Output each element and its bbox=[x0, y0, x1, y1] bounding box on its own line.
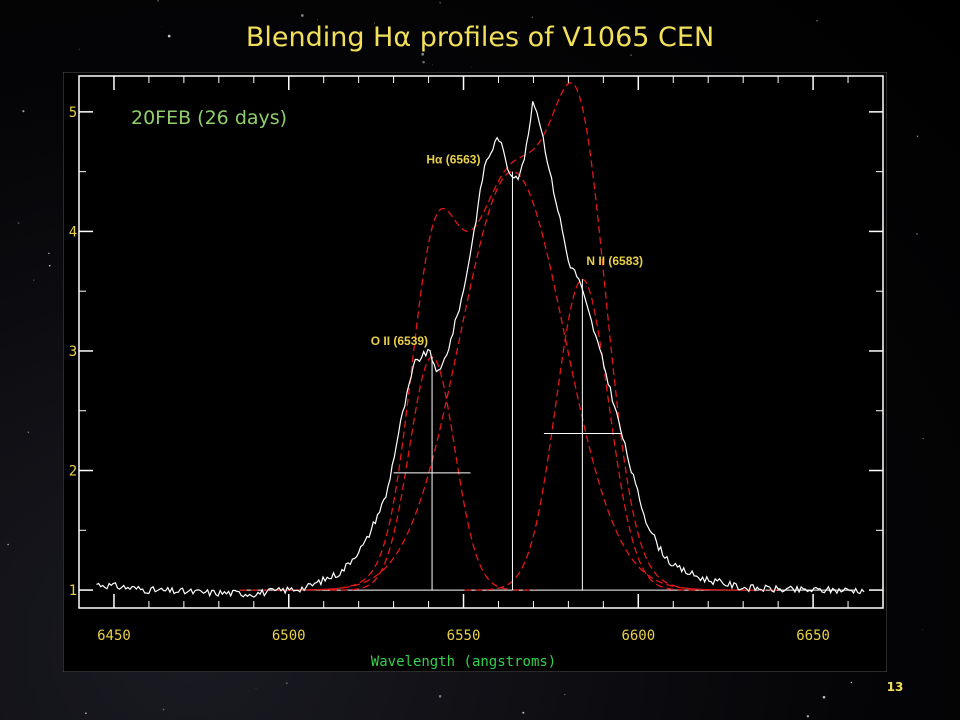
star bbox=[922, 437, 924, 440]
gaussian-component bbox=[276, 170, 749, 591]
observed-spectrum bbox=[96, 101, 865, 598]
component-label: O II (6539) bbox=[371, 334, 428, 348]
y-tick-label: 2 bbox=[69, 464, 77, 480]
x-tick-label: 6450 bbox=[97, 628, 131, 644]
plot-frame bbox=[63, 72, 887, 672]
star bbox=[850, 681, 853, 684]
star bbox=[564, 694, 566, 696]
epoch-label: 20FEB (26 days) bbox=[131, 107, 287, 129]
star bbox=[432, 64, 433, 66]
star bbox=[822, 695, 826, 699]
star bbox=[167, 34, 171, 38]
star bbox=[317, 19, 318, 21]
x-axis-label: Wavelength (angstroms) bbox=[371, 654, 556, 670]
star bbox=[422, 60, 425, 64]
star bbox=[27, 431, 30, 434]
star bbox=[816, 19, 818, 22]
component-markers bbox=[393, 171, 621, 591]
x-tick-label: 6650 bbox=[796, 628, 830, 644]
y-tick-label: 5 bbox=[69, 105, 77, 121]
star bbox=[921, 629, 923, 630]
component-label: N II (6583) bbox=[586, 254, 643, 268]
y-tick-label: 4 bbox=[69, 224, 77, 240]
star bbox=[439, 1, 442, 4]
star bbox=[17, 222, 20, 225]
star bbox=[300, 14, 304, 17]
slide-number: 13 bbox=[886, 680, 904, 694]
star bbox=[157, 0, 159, 2]
star bbox=[916, 233, 918, 235]
star bbox=[22, 110, 25, 113]
star bbox=[255, 688, 257, 689]
star bbox=[421, 52, 425, 56]
star bbox=[285, 682, 288, 685]
star bbox=[7, 543, 9, 546]
star bbox=[471, 66, 473, 68]
gaussian-sum bbox=[239, 82, 779, 591]
star bbox=[916, 135, 919, 137]
star bbox=[531, 16, 534, 18]
star bbox=[373, 22, 375, 24]
x-tick-label: 6500 bbox=[272, 628, 306, 644]
star bbox=[161, 26, 163, 28]
spectrum-line bbox=[96, 101, 865, 598]
star bbox=[473, 36, 475, 39]
star bbox=[79, 48, 81, 50]
star bbox=[630, 54, 632, 56]
component-label: Hα (6563) bbox=[426, 153, 480, 167]
star bbox=[33, 279, 35, 281]
star bbox=[162, 708, 165, 711]
star bbox=[522, 711, 525, 714]
star bbox=[517, 37, 520, 39]
slide-title: Blending Hα profiles of V1065 CEN bbox=[245, 22, 715, 53]
spectrum-chart: 6450 6500 6550 6600 6650 1 2 3 4 5 20FEB (26 days… bbox=[63, 72, 887, 672]
chart-labels: 20FEB (26 days) O II (6539) Hα (6563) N II … bbox=[131, 107, 643, 670]
star bbox=[85, 712, 87, 714]
x-tick-label: 6600 bbox=[621, 628, 655, 644]
star bbox=[48, 264, 51, 267]
y-tick-label: 3 bbox=[69, 344, 77, 360]
star bbox=[438, 695, 442, 698]
star bbox=[806, 715, 810, 718]
axes-box bbox=[78, 75, 884, 609]
star bbox=[48, 252, 50, 254]
y-tick-label: 1 bbox=[69, 583, 77, 599]
x-tick-label: 6550 bbox=[447, 628, 481, 644]
